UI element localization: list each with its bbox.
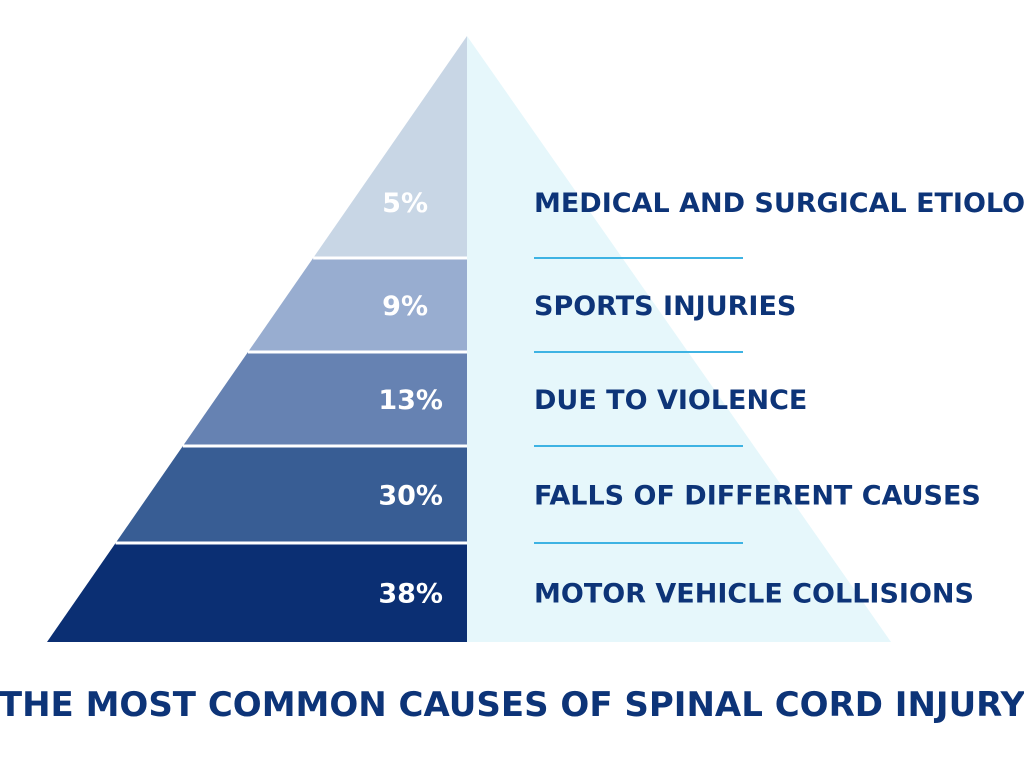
- category-dividers: [534, 257, 743, 544]
- pyramid-layers: [47, 36, 467, 642]
- pyramid-layer-4: [115, 446, 467, 543]
- category-label: DUE TO VIOLENCE: [534, 385, 807, 416]
- percent-label: 9%: [382, 291, 428, 322]
- percent-label: 38%: [378, 579, 443, 610]
- percent-labels: 5% 9% 13% 30% 38%: [378, 188, 443, 610]
- chart-title: THE MOST COMMON CAUSES OF SPINAL CORD IN…: [0, 685, 1024, 725]
- pyramid-layer-3: [182, 352, 467, 446]
- category-label: SPORTS INJURIES: [534, 291, 796, 322]
- percent-label: 5%: [382, 188, 428, 219]
- layer-separators: [115, 256, 467, 545]
- pyramid-right-face: [467, 36, 891, 642]
- category-label: MOTOR VEHICLE COLLISIONS: [534, 579, 974, 610]
- category-labels: MEDICAL AND SURGICAL ETIOLOGIES SPORTS IN…: [534, 188, 1024, 610]
- category-label: MEDICAL AND SURGICAL ETIOLOGIES: [534, 188, 1024, 219]
- category-label: FALLS OF DIFFERENT CAUSES: [534, 481, 981, 512]
- pyramid-layer-5: [47, 543, 467, 642]
- percent-label: 13%: [378, 385, 443, 416]
- pyramid-layer-1: [313, 36, 467, 258]
- percent-label: 30%: [378, 481, 443, 512]
- pyramid-layer-2: [247, 258, 467, 352]
